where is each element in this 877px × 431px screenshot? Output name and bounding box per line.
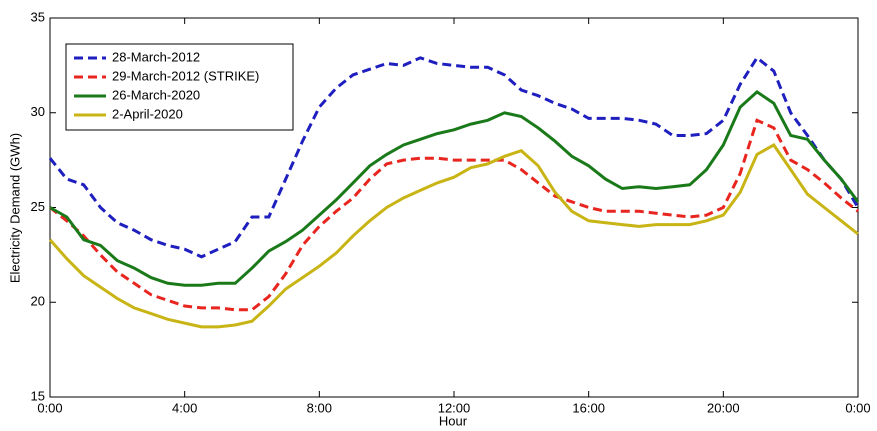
legend-label: 29-March-2012 (STRIKE) xyxy=(112,68,259,83)
x-tick-label: 12:00 xyxy=(438,400,471,415)
x-tick-label: 8:00 xyxy=(307,400,332,415)
y-tick-label: 20 xyxy=(31,294,45,309)
y-tick-label: 25 xyxy=(31,199,45,214)
y-tick-label: 35 xyxy=(31,9,45,24)
legend-label: 26-March-2020 xyxy=(112,87,200,102)
x-tick-label: 16:00 xyxy=(572,400,605,415)
x-tick-label: 20:00 xyxy=(707,400,740,415)
y-axis-label: Electricity Demand (GWh) xyxy=(7,133,22,283)
x-tick-label: 4:00 xyxy=(172,400,197,415)
series-line xyxy=(48,143,859,329)
x-axis-label: Hour xyxy=(439,413,468,428)
series-line xyxy=(49,89,860,287)
series-line xyxy=(49,118,859,312)
legend-label: 28-March-2012 xyxy=(112,49,200,64)
series-line xyxy=(48,55,860,259)
y-tick-label: 30 xyxy=(31,104,45,119)
y-tick-label: 15 xyxy=(31,388,45,403)
x-tick-label: 0:00 xyxy=(37,400,62,415)
legend-label: 2-April-2020 xyxy=(112,106,183,121)
x-tick-label: 0:00 xyxy=(845,400,870,415)
